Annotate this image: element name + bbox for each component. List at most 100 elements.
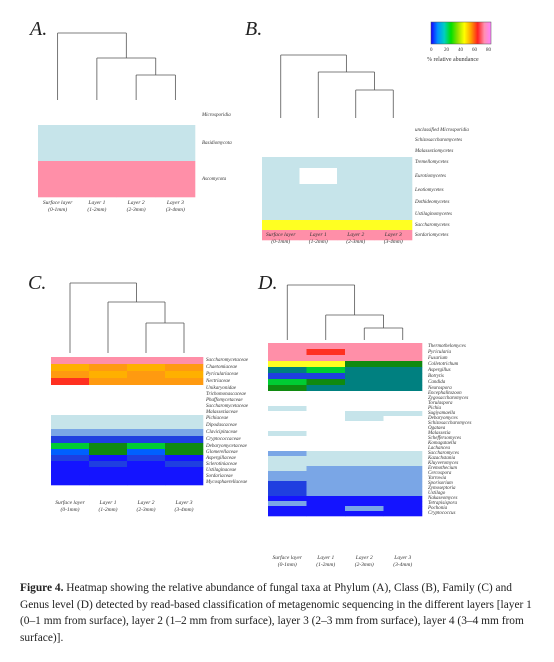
- heatmap-cell: [299, 157, 338, 169]
- heatmap-cell: [374, 220, 413, 231]
- heatmap-cell: [345, 446, 384, 452]
- taxon-label: Lachancea: [428, 446, 450, 451]
- heatmap-cell: [51, 443, 90, 450]
- heatmap-cell: [306, 367, 346, 374]
- panel-letter-a: A.: [30, 18, 48, 40]
- heatmap-cell: [345, 441, 384, 447]
- taxon-label: Zymoseptoria: [428, 486, 456, 491]
- heatmap-cell: [262, 196, 300, 209]
- column-label-range: (0-1mm): [277, 562, 297, 568]
- heatmap-cell: [127, 429, 166, 437]
- column-label: Layer 1 (1-2mm): [304, 555, 348, 569]
- column-label: Layer 3 (3-4mm): [153, 200, 197, 214]
- taxon-label: Cryptococcaceae: [206, 437, 241, 442]
- heatmap-cell: [89, 357, 128, 365]
- taxon-label: Schizosaccharomycetes: [415, 138, 463, 143]
- heatmap-cell: [268, 406, 307, 412]
- taxon-label: Yarrowia: [428, 476, 447, 481]
- heatmap-cell: [383, 349, 423, 356]
- heatmap-cell: [337, 208, 375, 221]
- heatmap-cell: [268, 349, 307, 356]
- heatmap-cell: [127, 415, 166, 423]
- column-label: Layer 2 (2-3mm): [342, 555, 386, 569]
- heatmap-cell: [306, 481, 346, 487]
- heatmap-cell: [299, 184, 338, 197]
- heatmap-cell: [268, 385, 307, 392]
- heatmap-cell: [77, 125, 117, 162]
- heatmap-cell: [337, 135, 375, 147]
- heatmap-cell: [165, 455, 204, 462]
- heatmap-cell: [306, 511, 346, 517]
- heatmap-cell: [165, 473, 204, 480]
- heatmap-cell: [268, 416, 307, 422]
- heatmap-cell: [374, 135, 413, 147]
- heatmap-cell: [383, 426, 423, 432]
- heatmap-cell: [268, 506, 307, 512]
- heatmap-cell: [51, 397, 90, 404]
- heatmap-cell: [345, 406, 384, 412]
- heatmap-cell: [306, 349, 346, 356]
- heatmap-cell: [383, 355, 423, 362]
- heatmap-cell: [383, 343, 423, 350]
- heatmap-cell: [383, 441, 423, 447]
- heatmap-cell: [268, 451, 307, 457]
- column-label-name: Layer 1: [317, 555, 335, 561]
- heatmap-cell: [383, 511, 423, 517]
- heatmap-cell: [306, 441, 346, 447]
- heatmap-cell: [306, 385, 346, 392]
- heatmap-cell: [337, 157, 375, 169]
- heatmap-cell: [345, 367, 384, 374]
- column-label: Layer 2 (2-3mm): [114, 200, 158, 214]
- heatmap-cell: [268, 461, 307, 467]
- heatmap-cell: [383, 446, 423, 452]
- heatmap-cell: [268, 466, 307, 472]
- heatmap-cell: [383, 486, 423, 492]
- heatmap-cell: [345, 416, 384, 422]
- heatmap-cell: [345, 506, 384, 512]
- heatmap-cell: [299, 146, 338, 158]
- heatmap-cell: [345, 486, 384, 492]
- column-label: Surface layer (0-1mm): [265, 555, 309, 569]
- heatmap-cell: [165, 443, 204, 450]
- heatmap-cell: [89, 371, 128, 379]
- heatmap-cell: [268, 379, 307, 386]
- heatmap-cell: [383, 501, 423, 507]
- column-label-name: Layer 1: [309, 232, 327, 238]
- heatmap-cell: [306, 456, 346, 462]
- column-label: Surface layer (0-1mm): [36, 200, 80, 214]
- heatmap-cell: [127, 378, 166, 386]
- heatmap-cell: [268, 486, 307, 492]
- taxon-label: Sordariomycetes: [415, 232, 449, 238]
- heatmap-cell: [345, 355, 384, 362]
- heatmap-cell: [127, 436, 166, 444]
- taxon-label: Ustilaginomycetes: [415, 211, 452, 217]
- heatmap-cell: [383, 401, 423, 407]
- heatmap-cell: [165, 461, 204, 468]
- heatmap-cell: [299, 230, 338, 241]
- heatmap-cell: [383, 431, 423, 437]
- heatmap-cell: [306, 406, 346, 412]
- heatmap-cell: [383, 471, 423, 477]
- heatmap-cell: [383, 379, 423, 386]
- heatmap-cell: [51, 364, 90, 372]
- heatmap-cell: [268, 491, 307, 497]
- taxon-label: Kluyveromyces: [428, 461, 459, 466]
- column-label-name: Layer 2: [127, 200, 145, 206]
- heatmap-cell: [383, 406, 423, 412]
- heatmap-cell: [77, 161, 117, 198]
- colorbar-tick: 60: [472, 48, 477, 53]
- heatmap-cell: [51, 403, 90, 410]
- column-label-range: (0-1mm): [48, 207, 68, 213]
- heatmap-cell: [51, 455, 90, 462]
- heatmap-cell: [268, 396, 307, 402]
- heatmap-cell: [299, 135, 338, 147]
- taxon-label: Chaetomiaceae: [206, 365, 238, 370]
- column-label-range: (1-2mm): [87, 207, 107, 213]
- heatmap-cell: [38, 105, 78, 126]
- heatmap-cell: [306, 379, 346, 386]
- heatmap-cell: [345, 379, 384, 386]
- taxon-label: unclassified Microsporidia: [415, 127, 469, 133]
- heatmap-cell: [51, 467, 90, 474]
- column-label-range: (3-4mm): [174, 507, 194, 513]
- heatmap-cell: [127, 397, 166, 404]
